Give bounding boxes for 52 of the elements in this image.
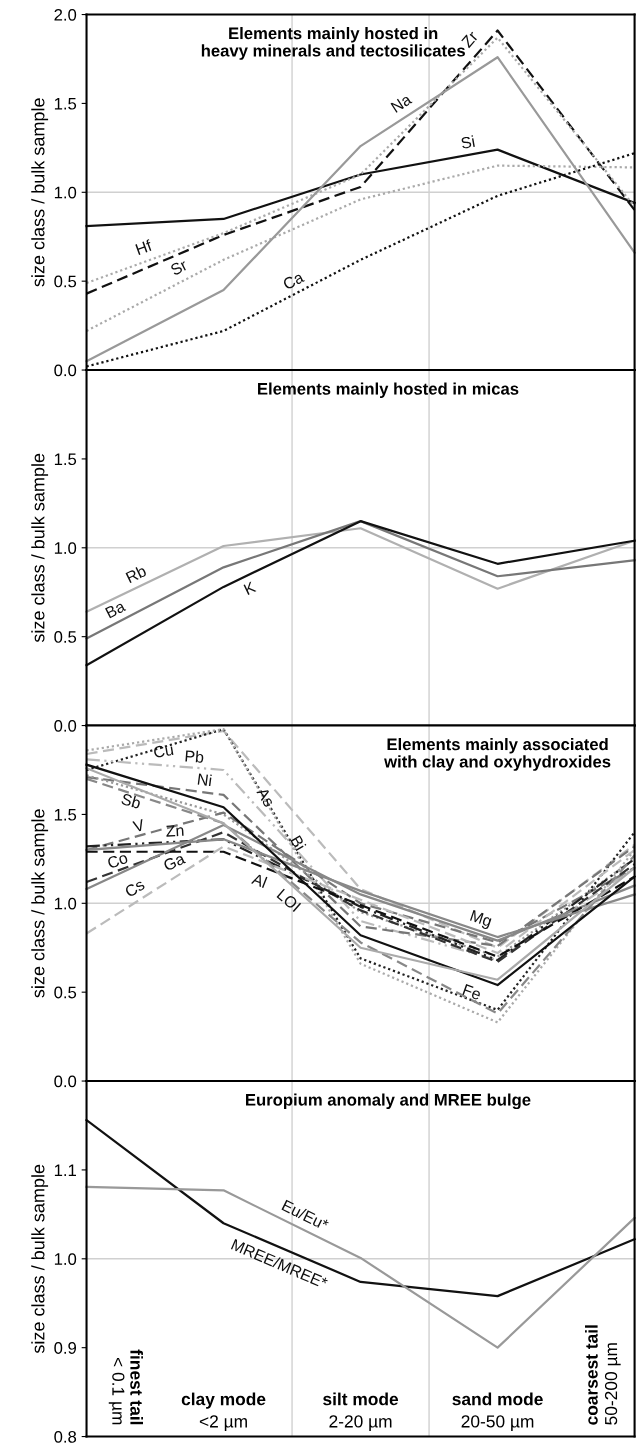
text: Cu [153, 743, 174, 759]
text: Ba [105, 600, 127, 619]
y-tick-label: 0.0 [54, 719, 77, 732]
text: K [243, 581, 257, 596]
text: Cs [124, 878, 146, 898]
text: Hf [135, 239, 153, 255]
y-axis-title: size class / bulk sample [31, 453, 49, 643]
text: Si [460, 135, 475, 150]
y-tick-label: 0.5 [54, 275, 77, 288]
text: As [256, 786, 276, 808]
y-tick-label: 0.8 [54, 1430, 77, 1443]
category-label: clay mode <2 µm [181, 1392, 266, 1431]
y-tick-label: 0.9 [54, 1342, 77, 1354]
y-tick-label: 0.0 [54, 364, 77, 377]
y-tick-label: 1.5 [54, 808, 77, 821]
y-tick-label: 1.5 [54, 97, 77, 110]
text: Sb [120, 792, 142, 809]
text: Ni [197, 773, 212, 787]
y-tick-label: 1.5 [54, 453, 77, 466]
category-label: finest tail < 0.1 µm [108, 1349, 143, 1425]
y-tick-label: 1.1 [54, 1164, 76, 1176]
category-label: sand mode 20-50 µm [452, 1392, 543, 1431]
y-tick-label: 0.0 [54, 1075, 77, 1088]
category-label: coarsest tail 50-200 µm [585, 1325, 621, 1425]
text: Al [251, 872, 268, 889]
y-tick-label: 2.0 [54, 8, 77, 21]
text: Fe [462, 984, 482, 1001]
series-label: Zn [165, 824, 184, 837]
text: Co [106, 851, 129, 869]
y-axis-title: size class / bulk sample [31, 1164, 49, 1354]
y-tick-label: 1.0 [54, 186, 77, 199]
y-tick-label: 1.0 [54, 542, 77, 554]
y-tick-label: 1.0 [54, 897, 77, 910]
text: Bi [290, 834, 307, 851]
text: Na [390, 93, 413, 113]
text: Sr [169, 258, 189, 276]
text: Ca [282, 271, 305, 291]
text: V [132, 819, 146, 833]
series-label: Pb [185, 749, 204, 763]
y-tick-label: 0.5 [54, 986, 77, 999]
y-tick-label: 0.5 [54, 631, 77, 643]
text: Ga [162, 852, 187, 872]
text: Elements mainly associated with clay and oxyhydroxides [384, 737, 611, 771]
y-axis-title: size class / bulk sample [31, 809, 49, 998]
text: Rb [125, 564, 147, 584]
y-tick-label: 1.0 [54, 1253, 77, 1265]
text: Elements mainly hosted in micas [258, 382, 519, 399]
y-axis-title: size class / bulk sample [31, 98, 49, 287]
text: Europium anomaly and MREE bulge [246, 1093, 531, 1110]
category-label: silt mode 2-20 µm [323, 1392, 399, 1431]
text: LOI [276, 888, 302, 913]
text: Mg [468, 909, 493, 930]
